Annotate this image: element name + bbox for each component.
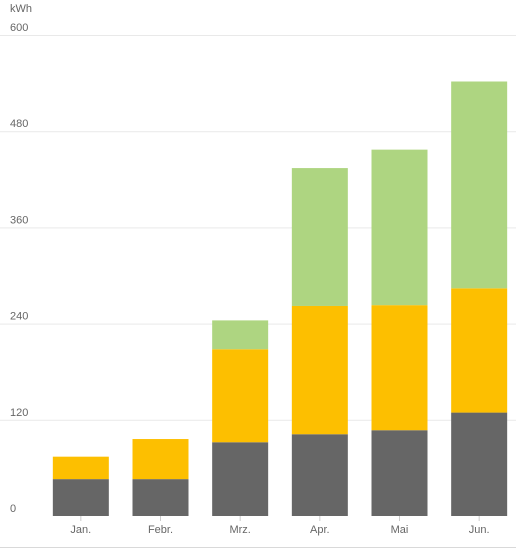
x-tick-label: Mrz.: [229, 524, 250, 536]
y-tick-label: 480: [10, 118, 28, 130]
bar-segment[interactable]: [371, 149, 428, 306]
bar-segment[interactable]: [212, 442, 269, 516]
y-axis-ticks: 0 120 240 360 480 600: [10, 22, 28, 515]
bar-segment[interactable]: [451, 81, 508, 289]
bar-segment[interactable]: [52, 479, 109, 516]
bar-segment[interactable]: [291, 434, 348, 516]
bar-segment[interactable]: [132, 439, 189, 480]
y-tick-label: 360: [10, 214, 28, 226]
y-tick-label: 120: [10, 407, 28, 419]
bar-segment[interactable]: [132, 479, 189, 516]
bar-segment[interactable]: [451, 288, 508, 413]
bar-segment[interactable]: [451, 412, 508, 516]
x-tick-label: Jun.: [469, 524, 490, 536]
y-tick-label: 0: [10, 503, 16, 515]
bar-segment[interactable]: [291, 168, 348, 306]
bar-segment[interactable]: [371, 430, 428, 516]
y-axis-unit: kWh: [10, 3, 32, 15]
bar-segment[interactable]: [52, 456, 109, 480]
x-tick-label: Mai: [391, 524, 409, 536]
x-axis-ticks: Jan. Febr. Mrz. Apr. Mai Jun.: [70, 516, 490, 536]
bar-segment[interactable]: [291, 305, 348, 435]
bar-segment[interactable]: [212, 320, 269, 350]
y-tick-label: 240: [10, 311, 28, 323]
x-tick-label: Apr.: [310, 524, 330, 536]
bar-segment[interactable]: [212, 349, 269, 443]
bars: [52, 81, 508, 516]
bar-segment[interactable]: [371, 305, 428, 431]
x-tick-label: Febr.: [148, 524, 173, 536]
y-tick-label: 600: [10, 22, 28, 34]
x-tick-label: Jan.: [70, 524, 91, 536]
